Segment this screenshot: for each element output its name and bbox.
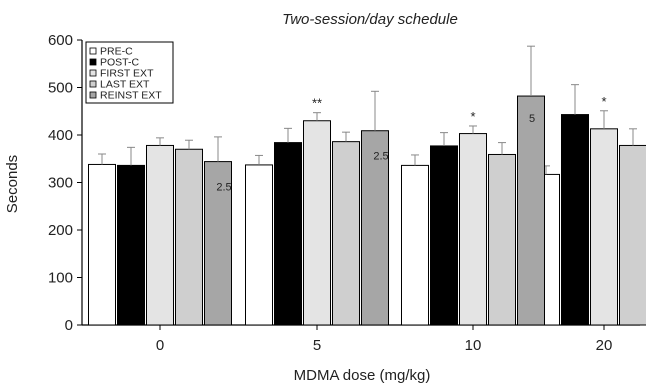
- bar: [590, 128, 618, 326]
- legend-swatch: [89, 80, 97, 88]
- bar: [204, 161, 232, 326]
- bar: [619, 144, 646, 326]
- bar: [332, 141, 360, 326]
- y-tick-label: 100: [48, 270, 73, 287]
- bar: [245, 164, 273, 326]
- x-tick-label: 20: [596, 337, 613, 354]
- significance-marker: **: [312, 96, 322, 111]
- legend-swatch: [89, 47, 97, 55]
- bar: [146, 144, 174, 326]
- bar-note-label: 2.5: [373, 151, 388, 163]
- bar: [561, 114, 589, 326]
- legend-swatch: [89, 91, 97, 99]
- y-tick-label: 400: [48, 127, 73, 144]
- legend-swatch: [89, 69, 97, 77]
- y-tick-label: 300: [48, 175, 73, 192]
- x-tick-label: 10: [465, 337, 482, 354]
- y-tick-label: 600: [48, 32, 73, 49]
- x-tick-label: 5: [313, 337, 321, 354]
- significance-marker: *: [601, 94, 606, 109]
- significance-marker: *: [470, 109, 475, 124]
- legend-label: PRE-C: [100, 46, 133, 58]
- bar: [430, 145, 458, 326]
- y-tick-label: 200: [48, 222, 73, 239]
- bar-note-label: 5: [529, 113, 535, 125]
- bar: [117, 164, 145, 326]
- y-tick-label: 0: [65, 317, 73, 334]
- bar: [459, 133, 487, 326]
- y-axis-label: Seconds: [4, 155, 21, 213]
- bar: [517, 95, 545, 326]
- legend-swatch: [89, 58, 97, 66]
- legend-box: [85, 41, 174, 104]
- bar: [274, 142, 302, 326]
- bar-note-label: 2.5: [216, 182, 231, 194]
- legend-label: FIRST EXT: [100, 68, 154, 80]
- x-axis-label: MDMA dose (mg/kg): [294, 367, 431, 384]
- bar: [175, 148, 203, 326]
- legend-label: POST-C: [100, 57, 140, 69]
- bar: [303, 120, 331, 326]
- bar: [88, 163, 116, 326]
- legend-label: REINST EXT: [100, 90, 162, 102]
- legend-label: LAST EXT: [100, 79, 150, 91]
- x-tick-label: 0: [156, 337, 164, 354]
- chart-title: Two-session/day schedule: [282, 11, 458, 28]
- bar: [488, 153, 516, 326]
- bar: [401, 164, 429, 326]
- y-tick-label: 500: [48, 80, 73, 97]
